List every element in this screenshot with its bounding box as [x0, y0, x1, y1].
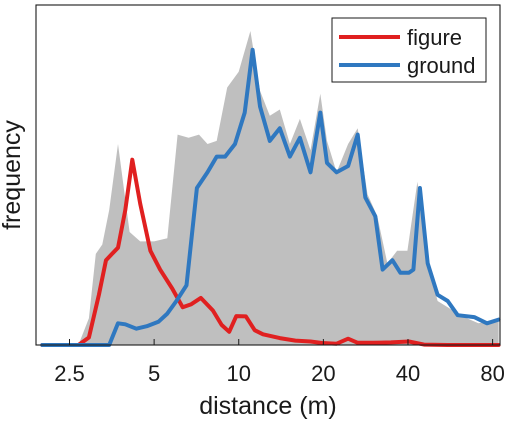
legend-box — [331, 17, 487, 83]
series-layer — [40, 31, 501, 347]
series-line-ground — [40, 47, 501, 347]
x-tick-label: 10 — [226, 361, 250, 386]
axes-frame — [35, 4, 501, 346]
legend-label-ground: ground — [407, 53, 476, 78]
x-tick-label: 40 — [396, 361, 420, 386]
y-axis-label: frequency — [0, 120, 26, 230]
x-tick-label: 5 — [148, 361, 160, 386]
series-line-figure — [40, 157, 501, 347]
x-ticks: 2.5 5 10 20 40 80 — [54, 339, 505, 386]
legend-label-figure: figure — [407, 25, 462, 50]
legend: figure ground — [331, 17, 487, 83]
x-tick-label: 2.5 — [54, 361, 85, 386]
x-axis-label: distance (m) — [199, 392, 337, 420]
x-tick-label: 80 — [480, 361, 504, 386]
x-tick-label: 20 — [311, 361, 335, 386]
